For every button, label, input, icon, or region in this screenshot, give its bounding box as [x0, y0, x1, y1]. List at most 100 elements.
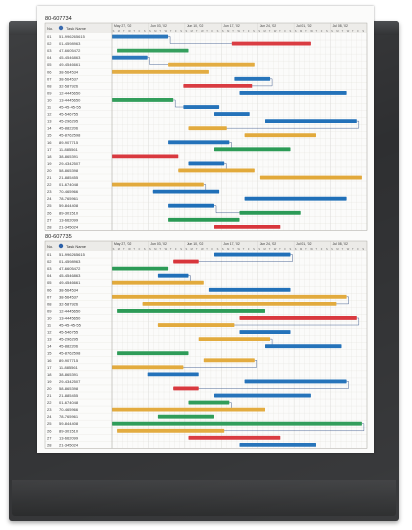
- chart-border: [44, 22, 368, 231]
- task-name: 21-345024: [59, 224, 79, 229]
- day-letter: T: [170, 247, 172, 251]
- task-number: 27: [47, 435, 52, 440]
- day-letter: T: [170, 29, 172, 33]
- month-label: Jun 10, '02: [187, 24, 204, 28]
- task-name: 11-885561: [59, 365, 79, 370]
- task-name: 45-4546863: [59, 55, 81, 60]
- task-bar: [112, 407, 265, 412]
- task-bar: [183, 83, 253, 88]
- task-bar: [239, 316, 357, 320]
- task-number: 03: [47, 266, 52, 271]
- task-name: 13-662099: [59, 217, 79, 222]
- task-name: 45-8762598: [59, 133, 81, 138]
- task-name: 38-564534: [59, 69, 79, 74]
- day-letter: F: [211, 247, 213, 251]
- task-number: 11: [47, 105, 52, 110]
- task-bar: [208, 287, 291, 292]
- task-number: 13: [47, 119, 52, 124]
- task-name: 13-4445650: [59, 97, 81, 102]
- day-letter: S: [253, 29, 255, 33]
- day-letter: F: [175, 247, 177, 251]
- day-letter: T: [243, 247, 245, 251]
- task-number: 02: [47, 41, 52, 46]
- day-letter: S: [331, 29, 333, 33]
- day-letter: W: [310, 247, 313, 251]
- task-number: 28: [47, 224, 52, 229]
- task-number: 09: [47, 308, 52, 313]
- day-letter: T: [133, 29, 135, 33]
- day-letter: F: [211, 29, 213, 33]
- day-letter: W: [201, 29, 204, 33]
- column-header-name: Task Name: [66, 26, 87, 31]
- task-number: 24: [47, 196, 52, 201]
- chart-id: 80-607735: [45, 234, 72, 240]
- task-bar: [117, 428, 225, 433]
- task-bar: [259, 175, 362, 180]
- task-number: 24: [47, 414, 52, 419]
- day-letter: T: [196, 247, 198, 251]
- task-name: 45-8762598: [59, 351, 81, 356]
- task-number: 16: [47, 140, 52, 145]
- task-name: 12-4445650: [59, 90, 81, 95]
- task-number: 14: [47, 126, 52, 131]
- day-letter: T: [342, 247, 344, 251]
- task-name: 45-882206: [59, 126, 79, 131]
- task-bar: [183, 105, 220, 109]
- day-letter: S: [253, 247, 255, 251]
- column-header-no: No.: [47, 26, 53, 31]
- task-name: 21-885455: [59, 393, 79, 398]
- task-name: 47-6605472: [59, 48, 81, 53]
- day-letter: M: [191, 29, 193, 33]
- day-letter: F: [175, 29, 177, 33]
- task-bar: [112, 55, 148, 60]
- day-letter: F: [321, 29, 323, 33]
- day-letter: M: [264, 247, 266, 251]
- task-bar: [198, 337, 271, 342]
- task-bar: [239, 330, 291, 334]
- task-bar: [265, 119, 357, 124]
- day-letter: S: [113, 29, 115, 33]
- task-name: 21-885455: [59, 175, 79, 180]
- task-name: 51-996265615: [59, 34, 86, 39]
- task-bar: [244, 379, 347, 384]
- task-number: 27: [47, 217, 52, 222]
- task-name: 01-4598963: [59, 259, 81, 264]
- day-letter: T: [316, 247, 318, 251]
- day-letter: T: [279, 247, 281, 251]
- task-name: 45-546755: [59, 112, 79, 117]
- day-letter: S: [362, 29, 364, 33]
- day-letter: T: [123, 29, 125, 33]
- task-name: 13-662099: [59, 435, 79, 440]
- task-name: 47-6605472: [59, 266, 81, 271]
- dependency-link: [117, 423, 365, 431]
- day-letter: F: [284, 29, 286, 33]
- task-name: 01-4598963: [59, 41, 81, 46]
- task-name: 49-4546661: [59, 280, 81, 285]
- day-letter: W: [165, 247, 168, 251]
- dependency-link: [112, 360, 258, 368]
- task-bar: [188, 400, 230, 405]
- day-letter: M: [118, 247, 120, 251]
- day-letter: W: [274, 247, 277, 251]
- task-number: 15: [47, 351, 52, 356]
- task-bar: [168, 140, 230, 145]
- task-number: 20: [47, 386, 52, 391]
- task-bar: [239, 210, 301, 215]
- task-name: 45-45-45-55: [59, 323, 82, 328]
- task-bar: [188, 161, 225, 166]
- day-letter: W: [274, 29, 277, 33]
- task-bar: [112, 98, 174, 102]
- month-label: Jun 24, '02: [260, 24, 277, 28]
- day-letter: M: [154, 247, 156, 251]
- day-letter: T: [352, 29, 354, 33]
- task-bar: [112, 421, 362, 426]
- dependency-link: [147, 57, 169, 65]
- task-bar: [157, 273, 189, 278]
- chart-id: 80-607734: [45, 16, 72, 22]
- task-number: 06: [47, 69, 52, 74]
- day-letter: F: [139, 247, 141, 251]
- day-letter: M: [191, 247, 193, 251]
- task-bar: [117, 351, 189, 356]
- task-name: 58-865398: [59, 386, 79, 391]
- task-bar: [214, 224, 281, 229]
